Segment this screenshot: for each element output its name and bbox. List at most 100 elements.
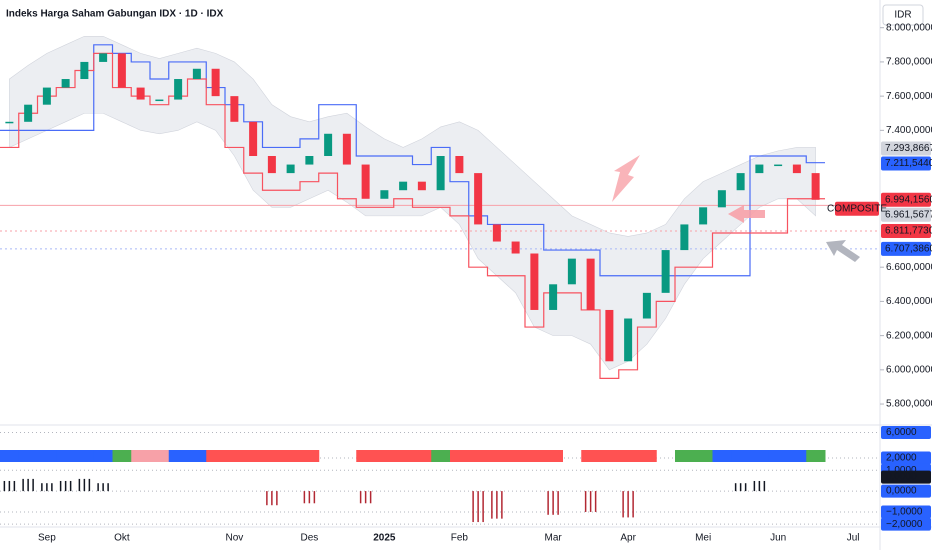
histogram-bar	[78, 478, 81, 492]
histogram-bar	[491, 491, 493, 519]
histogram-bar	[69, 480, 72, 492]
candle	[361, 164, 370, 199]
candle	[530, 253, 539, 310]
signal-strip	[468, 450, 488, 462]
y-tick-label: 2,0000	[886, 453, 917, 464]
signal-strip	[393, 450, 413, 462]
histogram-bar	[27, 478, 29, 492]
candle	[61, 79, 70, 88]
signal-strip	[600, 450, 620, 462]
step-line	[0, 44, 825, 277]
histogram-bar	[88, 478, 91, 492]
candle	[624, 318, 633, 362]
price-label-box	[881, 241, 931, 256]
signal-strip	[543, 450, 563, 462]
histogram-bar	[482, 491, 484, 523]
signal-strip	[693, 450, 713, 462]
candle	[174, 79, 183, 100]
signal-strip	[356, 450, 376, 462]
candle	[380, 190, 389, 199]
x-tick-label: Nov	[225, 533, 243, 544]
histogram-bar	[107, 483, 109, 492]
price-label-box	[881, 141, 931, 156]
price-label: 6.961,5677	[885, 209, 932, 220]
candle	[717, 190, 726, 208]
signal-strip	[731, 450, 751, 462]
histogram-bar	[627, 491, 629, 518]
y-tick-box	[881, 517, 931, 531]
histogram-bar	[32, 478, 34, 492]
chart-title: Indeks Harga Saham Gabungan IDX · 1D · I…	[6, 9, 224, 20]
candle	[549, 284, 558, 310]
histogram-bar	[51, 483, 53, 492]
marks	[0, 35, 880, 525]
signal-strip	[131, 450, 151, 462]
candle	[305, 156, 314, 165]
candle	[586, 258, 595, 310]
x-tick-label: Des	[300, 533, 318, 544]
histogram-bar	[276, 491, 278, 506]
y-tick-label: 7.800,0000	[886, 57, 932, 68]
signal-strip	[450, 450, 470, 462]
histogram-bar	[8, 480, 11, 492]
histogram-bar	[547, 491, 549, 515]
histogram-bar	[496, 491, 498, 519]
histogram-bar	[763, 480, 766, 492]
y-tick-box	[881, 451, 931, 465]
symbol-tag-box	[835, 201, 879, 216]
signal-strip	[168, 450, 188, 462]
price-label-box	[881, 207, 931, 222]
candle	[286, 164, 295, 174]
candle	[211, 68, 220, 97]
signal-strip	[18, 450, 38, 462]
x-tick-label: Mar	[545, 533, 563, 544]
histogram-bar	[313, 491, 316, 504]
signal-strip	[281, 450, 301, 462]
signal-strip	[806, 450, 826, 462]
histogram-bar	[734, 483, 737, 492]
signal-strip	[75, 450, 95, 462]
signal-strip	[581, 450, 601, 462]
arrow-annotation	[826, 240, 860, 262]
candle	[436, 156, 445, 191]
histogram-bar	[594, 491, 597, 512]
x-tick-label: Okt	[114, 533, 130, 544]
candle	[192, 68, 201, 80]
candle	[567, 258, 576, 285]
candle	[230, 96, 239, 122]
candle	[511, 241, 520, 254]
y-tick-box	[881, 484, 931, 498]
candle	[699, 207, 708, 225]
histogram-bar	[308, 491, 311, 504]
candle	[80, 61, 89, 80]
y-tick-label: 6.600,0000	[886, 262, 932, 273]
histogram-bar	[59, 480, 62, 492]
signal-strip	[206, 450, 226, 462]
y-tick-label: 6.400,0000	[886, 296, 932, 307]
price-label: 6.707,3860	[885, 243, 932, 254]
x-tick-label: Mei	[695, 533, 711, 544]
histogram-bar	[557, 491, 559, 515]
signal-strip	[525, 450, 545, 462]
price-label: 7.293,8667	[885, 143, 932, 154]
price-label: 6.994,1560	[885, 194, 932, 205]
histogram-bar	[739, 483, 742, 492]
x-tick-label: Feb	[451, 533, 469, 544]
signal-strip	[262, 450, 282, 462]
histogram-bar	[64, 480, 67, 492]
candle	[24, 104, 33, 122]
histogram-bar	[364, 491, 367, 504]
candle	[399, 181, 408, 191]
currency[interactable]: IDR	[894, 10, 911, 21]
y-tick-label: 8.000,0000	[886, 22, 932, 33]
price-label-box	[881, 156, 931, 171]
candle	[605, 309, 614, 362]
histogram-bar	[13, 480, 16, 492]
y-tick-box	[881, 426, 931, 440]
candle	[117, 53, 126, 88]
arrow-annotation	[728, 205, 765, 223]
histogram-bar	[632, 491, 634, 518]
signal-strip	[412, 450, 432, 462]
candle	[755, 164, 764, 174]
currency-button[interactable]	[882, 4, 924, 26]
